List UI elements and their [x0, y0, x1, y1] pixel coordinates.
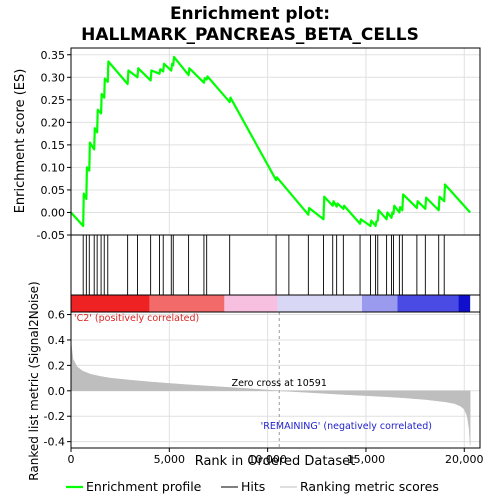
legend-metric-label: Ranking metric scores — [300, 479, 439, 494]
ranking-color-bar — [70, 294, 481, 313]
metric-x-tick-label: 0 — [68, 453, 75, 466]
metric-y-tick-label: 0.6 — [48, 309, 66, 322]
es-panel: -0.05 0.00 0.05 0.10 0.15 0.20 0.25 0.30 0.35 En… — [13, 47, 481, 242]
chart-title-line1: Enrichment plot: — [170, 4, 330, 24]
es-panel-background — [71, 48, 480, 235]
rank-segments — [71, 295, 471, 312]
rank-segment — [362, 295, 398, 312]
rank-segment — [397, 295, 459, 312]
es-y-axis-label: Enrichment score (ES) — [13, 69, 28, 214]
metric-x-axis-label: Rank in Ordered Dataset — [195, 454, 356, 469]
rank-segment — [277, 295, 363, 312]
metric-y-tick-label: 0.4 — [48, 334, 66, 347]
metric-y-axis-label: Ranked list metric (Signal2Noise) — [27, 281, 41, 480]
es-y-tick-label: 0.30 — [41, 71, 66, 84]
metric-x-tick-label: 20,000 — [445, 453, 484, 466]
metric-y-tick-label: 0.0 — [48, 385, 66, 398]
es-grid — [70, 48, 480, 236]
metric-x-tick-label: 15,000 — [347, 453, 386, 466]
zero-cross-label: Zero cross at 10591 — [232, 378, 327, 389]
es-y-tick-label: 0.05 — [41, 184, 66, 197]
es-y-ticks: -0.05 0.00 0.05 0.10 0.15 0.20 0.25 0.30 0.35 — [37, 49, 71, 242]
es-y-tick-label: 0.10 — [41, 161, 66, 174]
chart-title-line2: HALLMARK_PANCREAS_BETA_CELLS — [81, 25, 419, 45]
metric-panel-frame — [70, 311, 481, 449]
negative-correlation-label: 'REMAINING' (negatively correlated) — [261, 421, 432, 432]
hits-panel — [70, 234, 481, 296]
metric-panel: Zero cross at 10591 'C2' (positively cor… — [27, 281, 484, 480]
rank-segment — [458, 295, 471, 312]
legend: Enrichment profile Hits Ranking metric s… — [66, 479, 439, 494]
es-y-tick-label: 0.20 — [41, 116, 66, 129]
rank-segment — [71, 295, 150, 312]
hit-lines — [82, 235, 445, 295]
metric-y-tick-label: -0.4 — [44, 436, 65, 449]
positive-correlation-label: 'C2' (positively correlated) — [74, 313, 199, 324]
rank-segment — [224, 295, 278, 312]
es-y-tick-label: 0.15 — [41, 139, 66, 152]
metric-y-ticks: -0.4 -0.2 0.0 0.2 0.4 0.6 — [44, 309, 71, 449]
rank-segment — [149, 295, 225, 312]
es-y-tick-label: -0.05 — [37, 229, 65, 242]
metric-x-ticks: 0 5,000 10,000 15,000 20,000 — [68, 448, 484, 466]
es-y-tick-label: 0.25 — [41, 94, 66, 107]
es-y-tick-label: 0.35 — [41, 49, 66, 62]
legend-hits-label: Hits — [241, 479, 265, 494]
legend-profile-label: Enrichment profile — [86, 479, 202, 494]
ranking-metric-area — [70, 342, 471, 446]
metric-y-tick-label: -0.2 — [44, 410, 65, 423]
hits-panel-frame — [70, 234, 481, 296]
metric-y-tick-label: 0.2 — [48, 359, 66, 372]
metric-x-tick-label: 10,000 — [248, 453, 287, 466]
metric-x-tick-label: 5,000 — [154, 453, 186, 466]
es-y-tick-label: 0.00 — [41, 206, 66, 219]
enrichment-profile-line — [70, 55, 471, 228]
